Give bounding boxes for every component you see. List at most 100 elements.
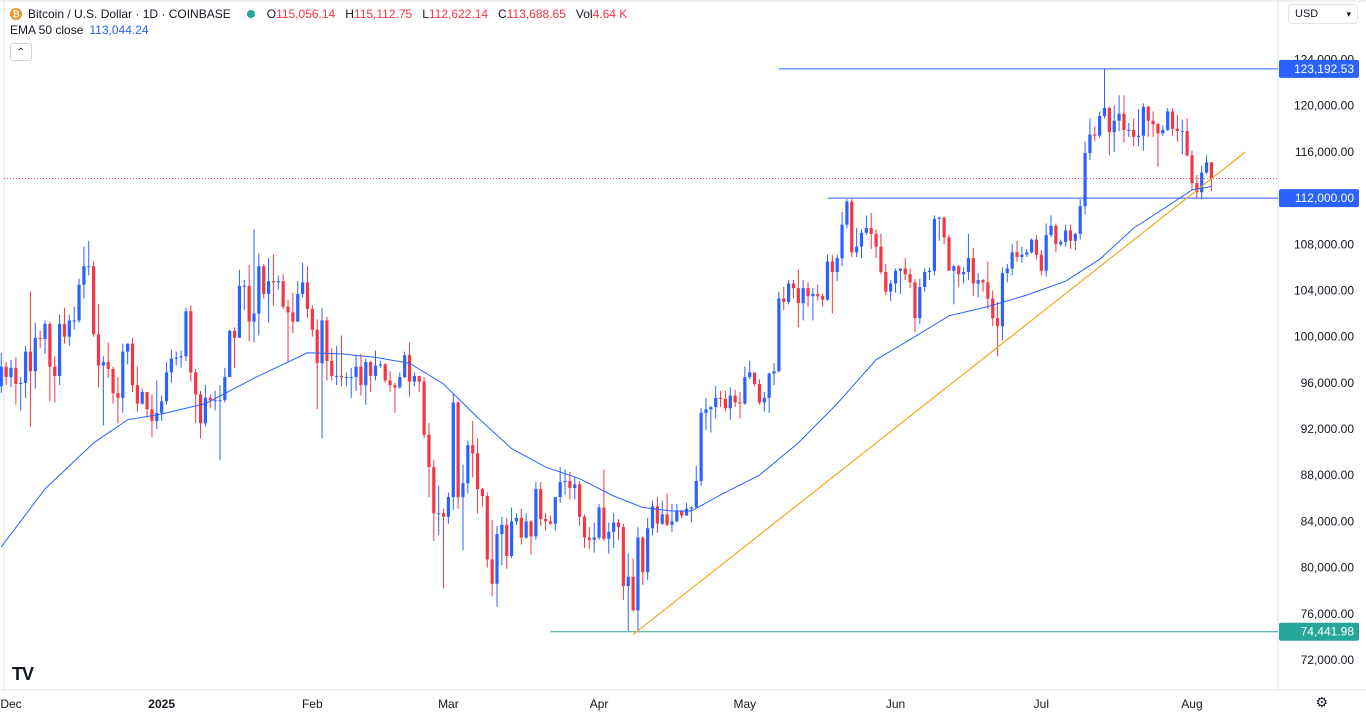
high-value: 115,112.75 bbox=[353, 7, 413, 21]
candle bbox=[636, 527, 640, 630]
candle-body bbox=[378, 364, 382, 366]
candle bbox=[160, 395, 164, 421]
candle-body bbox=[485, 495, 489, 560]
price-tag-label: 74,441.98 bbox=[1301, 625, 1355, 639]
candle-body bbox=[850, 201, 854, 253]
price-axis[interactable]: 124,000.00120,000.00116,000.00112,000.00… bbox=[1294, 53, 1354, 667]
candle-body bbox=[1200, 172, 1204, 193]
candle bbox=[121, 343, 125, 413]
candle bbox=[242, 280, 246, 311]
candle-body bbox=[373, 365, 378, 376]
candle-body bbox=[1083, 153, 1087, 207]
ema-indicator-label[interactable]: EMA 50 close bbox=[10, 23, 84, 37]
candle bbox=[971, 247, 975, 297]
candle-body bbox=[733, 395, 737, 403]
chevron-up-icon: ⌃ bbox=[16, 46, 26, 58]
candle-body bbox=[1180, 131, 1184, 133]
candle-body bbox=[164, 372, 169, 402]
candle bbox=[1068, 224, 1073, 249]
candle bbox=[908, 268, 912, 289]
candle-body bbox=[383, 364, 387, 381]
tradingview-logo-icon[interactable]: TV bbox=[12, 664, 34, 684]
candle bbox=[1020, 246, 1024, 263]
candle-body bbox=[869, 228, 873, 234]
candle bbox=[616, 519, 621, 540]
candle-body bbox=[748, 372, 752, 378]
candle-body bbox=[456, 402, 460, 498]
candle-body bbox=[709, 407, 713, 410]
candle bbox=[704, 397, 708, 431]
symbol-title[interactable]: Bitcoin / U.S. Dollar · 1D · COINBASE bbox=[28, 7, 231, 21]
candle bbox=[757, 379, 762, 405]
candle-body bbox=[874, 233, 878, 247]
candle bbox=[932, 215, 936, 276]
candle-body bbox=[626, 576, 630, 587]
candle-body bbox=[58, 323, 62, 376]
price-tick-label: 120,000.00 bbox=[1294, 99, 1354, 113]
candle-body bbox=[121, 351, 125, 398]
candle bbox=[271, 254, 276, 306]
candle bbox=[456, 401, 460, 509]
gear-icon[interactable]: ⚙ bbox=[1315, 694, 1328, 710]
candle-body bbox=[957, 266, 961, 275]
candle-body bbox=[539, 489, 543, 520]
candle bbox=[1161, 125, 1165, 136]
candle-body bbox=[942, 217, 946, 238]
candle bbox=[850, 199, 854, 257]
candle bbox=[1044, 223, 1048, 277]
candle-body bbox=[1132, 129, 1136, 137]
candle-body bbox=[889, 283, 893, 292]
candle bbox=[1093, 126, 1097, 142]
candle-body bbox=[106, 362, 110, 369]
candle-body bbox=[801, 288, 805, 304]
candle bbox=[446, 492, 450, 524]
candle-body bbox=[28, 351, 33, 372]
candle bbox=[9, 359, 13, 388]
candle bbox=[96, 304, 101, 388]
candle-body bbox=[1020, 254, 1024, 257]
candle-body bbox=[422, 381, 426, 435]
currency-select[interactable]: USD ▾ bbox=[1288, 4, 1358, 24]
candle bbox=[23, 345, 28, 398]
candle bbox=[738, 392, 742, 419]
candle-body bbox=[830, 261, 834, 272]
candle bbox=[752, 372, 757, 387]
candle-body bbox=[301, 282, 305, 294]
candle-body bbox=[9, 367, 13, 378]
candle-body bbox=[563, 480, 567, 483]
candle-body bbox=[650, 506, 655, 529]
candle bbox=[164, 362, 169, 405]
candle-body bbox=[1185, 131, 1189, 156]
candle-body bbox=[72, 320, 76, 322]
candle-body bbox=[1209, 162, 1214, 179]
price-tick-label: 80,000.00 bbox=[1301, 561, 1355, 575]
candle-body bbox=[4, 366, 8, 378]
time-axis[interactable]: Dec 2025 Feb Mar Apr May Jun Jul Aug bbox=[0, 697, 1202, 711]
candle-body bbox=[524, 521, 528, 538]
candle-body bbox=[514, 517, 519, 522]
candle-body bbox=[835, 258, 839, 272]
candle bbox=[432, 460, 436, 542]
candle bbox=[344, 372, 348, 387]
candle bbox=[266, 258, 271, 323]
candle bbox=[694, 465, 698, 508]
candle bbox=[43, 320, 47, 354]
candle-body bbox=[38, 337, 42, 339]
candle bbox=[1073, 232, 1077, 251]
candle bbox=[364, 358, 368, 405]
candle bbox=[592, 522, 596, 553]
candle bbox=[422, 377, 426, 439]
candle-body bbox=[986, 282, 990, 299]
collapse-legend-button[interactable]: ⌃ bbox=[10, 43, 32, 61]
candle bbox=[495, 525, 499, 607]
candle-body bbox=[19, 382, 23, 384]
candle-body bbox=[466, 445, 470, 484]
candle bbox=[859, 229, 864, 259]
price-tick-label: 104,000.00 bbox=[1294, 283, 1354, 297]
candle-body bbox=[762, 397, 766, 403]
candle bbox=[869, 213, 873, 249]
candle-body bbox=[228, 330, 232, 378]
candle bbox=[650, 500, 655, 536]
candle-body bbox=[257, 266, 261, 314]
